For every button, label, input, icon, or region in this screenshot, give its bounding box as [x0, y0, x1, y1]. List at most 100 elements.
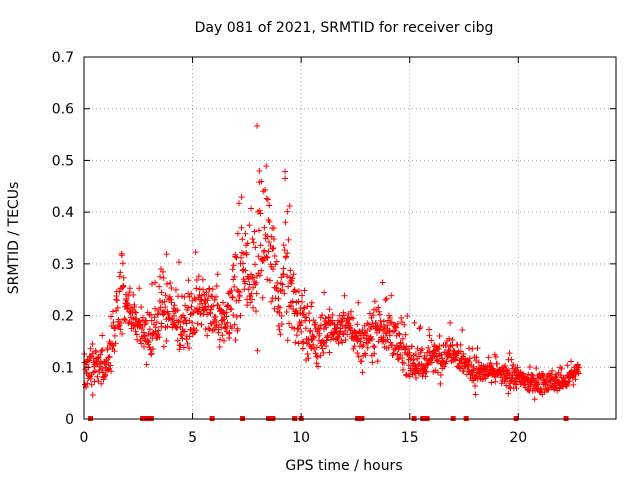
data-point	[204, 332, 211, 339]
x-axis-label: GPS time / hours	[285, 458, 402, 474]
data-point	[396, 331, 403, 338]
data-point	[504, 375, 511, 382]
data-point	[161, 309, 168, 316]
data-point	[226, 334, 233, 341]
data-point	[117, 326, 124, 333]
data-points	[81, 122, 582, 403]
data-point	[261, 247, 268, 254]
data-point	[466, 355, 473, 362]
data-point	[502, 362, 509, 369]
data-point	[308, 303, 315, 310]
data-point	[225, 302, 232, 309]
data-point	[348, 308, 355, 315]
data-point	[181, 293, 188, 300]
data-point	[188, 303, 195, 310]
data-point	[237, 254, 244, 261]
data-point	[226, 329, 233, 336]
plot-frame	[83, 56, 617, 420]
data-point	[183, 320, 190, 327]
data-point	[526, 363, 533, 370]
data-point	[185, 277, 192, 284]
data-point	[210, 302, 217, 309]
data-point	[269, 246, 276, 253]
data-point	[248, 290, 255, 297]
data-point	[230, 312, 237, 319]
data-point	[114, 304, 121, 311]
data-point	[549, 367, 556, 374]
data-point	[165, 310, 172, 317]
data-point	[281, 246, 288, 253]
data-point	[219, 332, 226, 339]
data-point	[181, 328, 188, 335]
data-point	[155, 327, 162, 334]
data-point	[392, 325, 399, 332]
data-point	[268, 298, 275, 305]
data-point	[245, 286, 252, 293]
data-point	[118, 252, 125, 259]
data-point	[251, 228, 258, 235]
data-point	[383, 330, 390, 337]
data-point	[294, 326, 301, 333]
y-tick-label: 0.1	[52, 360, 74, 376]
data-point	[390, 350, 397, 357]
data-point	[421, 352, 428, 359]
data-point	[366, 310, 373, 317]
data-point	[163, 251, 170, 258]
data-point	[506, 350, 513, 357]
data-point	[152, 324, 159, 331]
data-point	[147, 311, 154, 318]
data-point	[232, 253, 239, 260]
data-point	[320, 339, 327, 346]
data-point	[313, 344, 320, 351]
data-point	[217, 306, 224, 313]
data-point	[562, 375, 569, 382]
data-point	[176, 259, 183, 266]
data-point	[200, 307, 207, 314]
data-point	[259, 294, 266, 301]
data-point	[413, 374, 420, 381]
data-point	[205, 325, 212, 332]
data-point	[224, 319, 231, 326]
data-point	[326, 306, 333, 313]
data-point	[575, 370, 582, 377]
y-tick-label: 0.5	[52, 153, 74, 169]
data-point	[191, 295, 198, 302]
data-point	[219, 299, 226, 306]
data-point	[319, 345, 326, 352]
data-point	[186, 333, 193, 340]
data-point	[284, 208, 291, 215]
data-point	[250, 304, 257, 311]
data-point	[107, 362, 114, 369]
data-point	[548, 371, 555, 378]
data-point	[434, 346, 441, 353]
data-point	[155, 311, 162, 318]
data-point	[228, 325, 235, 332]
data-point	[242, 230, 249, 237]
data-point	[200, 286, 207, 293]
data-point	[472, 383, 479, 390]
data-point	[235, 200, 242, 207]
data-point	[354, 321, 361, 328]
data-point	[416, 325, 423, 332]
data-point	[141, 321, 148, 328]
data-point	[109, 308, 116, 315]
data-point	[189, 319, 196, 326]
data-point	[253, 290, 260, 297]
data-point	[285, 283, 292, 290]
data-point	[256, 207, 263, 214]
data-point	[260, 257, 267, 264]
data-point	[246, 281, 253, 288]
data-point	[270, 266, 277, 273]
data-point	[143, 361, 150, 368]
data-point	[254, 347, 261, 354]
data-point	[300, 305, 307, 312]
data-point	[398, 314, 405, 321]
data-point	[133, 315, 140, 322]
data-point	[179, 335, 186, 342]
data-point	[133, 331, 140, 338]
data-point	[388, 292, 395, 299]
data-point	[472, 391, 479, 398]
data-point	[276, 304, 283, 311]
data-point	[212, 313, 219, 320]
data-point	[116, 273, 123, 280]
